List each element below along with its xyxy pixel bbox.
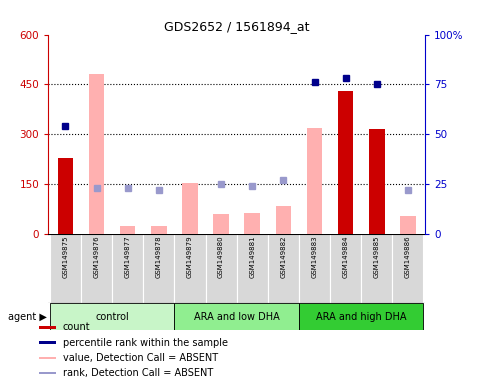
Bar (174, 234, 206, 303)
Bar (276, 206, 291, 234)
Bar (213, 214, 229, 234)
Bar (39, 341, 56, 344)
Bar (307, 128, 322, 234)
Text: ARA and low DHA: ARA and low DHA (194, 312, 280, 322)
Bar (112, 234, 143, 303)
Text: GSM149878: GSM149878 (156, 236, 162, 278)
Text: GSM149881: GSM149881 (249, 236, 255, 278)
Text: count: count (63, 322, 90, 332)
Text: GSM149879: GSM149879 (187, 236, 193, 278)
Bar (392, 234, 424, 303)
Bar (338, 91, 354, 234)
Bar (299, 234, 330, 303)
Text: GSM149883: GSM149883 (312, 236, 317, 278)
Bar (57, 158, 73, 234)
Bar (206, 234, 237, 303)
Bar (400, 216, 416, 234)
Text: percentile rank within the sample: percentile rank within the sample (63, 338, 228, 348)
Text: GSM149885: GSM149885 (374, 236, 380, 278)
Bar (369, 129, 384, 234)
Bar (143, 234, 174, 303)
Text: rank, Detection Call = ABSENT: rank, Detection Call = ABSENT (63, 368, 213, 378)
Text: GSM149884: GSM149884 (342, 236, 349, 278)
Bar (50, 234, 81, 303)
Bar (244, 213, 260, 234)
Text: control: control (95, 312, 129, 322)
Bar (237, 234, 268, 303)
Bar (151, 226, 167, 234)
Bar (39, 356, 56, 359)
Bar (182, 183, 198, 234)
Bar (361, 234, 392, 303)
Bar (39, 326, 56, 329)
Text: GSM149886: GSM149886 (405, 236, 411, 278)
Bar (299, 303, 424, 330)
Text: GSM149880: GSM149880 (218, 236, 224, 278)
Bar (120, 226, 135, 234)
Bar (39, 372, 56, 374)
Bar (330, 234, 361, 303)
Bar (89, 74, 104, 234)
Bar (81, 234, 112, 303)
Text: GSM149877: GSM149877 (125, 236, 131, 278)
Text: GSM149882: GSM149882 (280, 236, 286, 278)
Text: value, Detection Call = ABSENT: value, Detection Call = ABSENT (63, 353, 218, 363)
Title: GDS2652 / 1561894_at: GDS2652 / 1561894_at (164, 20, 310, 33)
Bar (174, 303, 299, 330)
Bar (268, 234, 299, 303)
Text: agent ▶: agent ▶ (9, 312, 47, 322)
Bar (50, 303, 174, 330)
Text: GSM149876: GSM149876 (94, 236, 99, 278)
Text: GSM149875: GSM149875 (62, 236, 69, 278)
Text: ARA and high DHA: ARA and high DHA (316, 312, 407, 322)
